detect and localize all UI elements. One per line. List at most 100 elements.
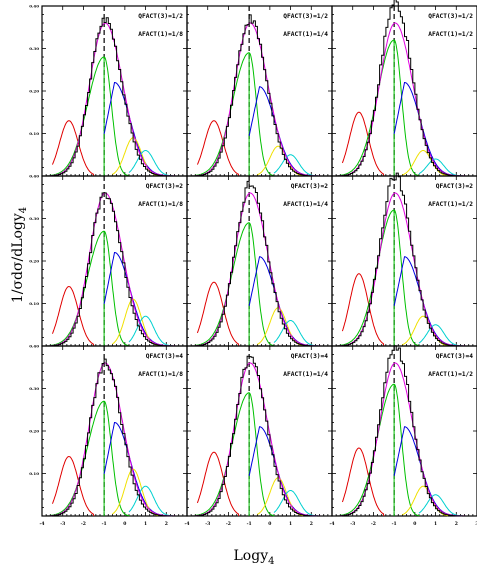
blue-component-curve [393, 426, 460, 517]
afact-annotation: AFACT(1)=1/8 [138, 201, 183, 208]
blue-component-curve [393, 256, 460, 347]
total-histogram [191, 14, 324, 177]
green-component-curve [50, 400, 130, 517]
green-component-curve [340, 383, 420, 517]
total-histogram [46, 192, 179, 347]
cyan-component-curve [418, 324, 463, 347]
afact-annotation: AFACT(1)=1/2 [428, 31, 473, 38]
yellow-component-curve [402, 150, 449, 177]
x-tick-label: 2 [165, 521, 168, 527]
green-component-curve [50, 56, 130, 177]
blue-component-curve [248, 426, 315, 517]
y-tick-label: 0.40 [29, 4, 39, 9]
cyan-component-curve [418, 494, 463, 517]
qfact-annotation: QFACT(3)=4 [436, 353, 474, 360]
red-component-curve [341, 273, 385, 347]
x-tick-label: 0 [413, 521, 416, 527]
afact-annotation: AFACT(1)=1/8 [138, 31, 183, 38]
afact-annotation: AFACT(1)=1/4 [283, 371, 328, 378]
total-histogram [191, 180, 324, 347]
red-component-curve [196, 281, 240, 347]
y-tick-label: 0.10 [29, 471, 39, 476]
panel-0-1: QFACT(3)=1/2 AFACT(1)=1/4 [186, 5, 333, 177]
red-component-curve [341, 447, 385, 517]
blue-component-curve [248, 256, 315, 347]
panels-group: 0.10 0.20 0.30 0.40 QFACT(3)=1/2 AFACT(1)=1/8… [29, 0, 477, 527]
x-tick-label: 3 [475, 521, 477, 527]
reference-curve [195, 22, 324, 177]
reference-curve [195, 192, 324, 347]
green-component-curve [195, 222, 275, 347]
y-tick-label: 0.20 [29, 429, 39, 434]
y-tick-label: 0.20 [29, 89, 39, 94]
qfact-annotation: QFACT(3)=2 [146, 183, 184, 190]
red-component-curve [196, 451, 240, 517]
total-histogram [191, 355, 324, 517]
afact-annotation: AFACT(1)=1/4 [283, 201, 328, 208]
qfact-annotation: QFACT(3)=1/2 [138, 13, 183, 20]
green-component-curve [50, 230, 130, 347]
panel-0-0: 0.10 0.20 0.30 0.40 QFACT(3)=1/2 AFACT(1)=1/8 [29, 4, 188, 177]
afact-annotation: AFACT(1)=1/8 [138, 371, 183, 378]
x-tick-label: -1 [102, 521, 107, 527]
red-component-curve [51, 455, 95, 517]
total-histogram [336, 345, 469, 517]
x-tick-label: 0 [268, 521, 271, 527]
x-axis-label: Logy4 [234, 548, 275, 567]
panel-0-2: QFACT(3)=1/2 AFACT(1)=1/2 [331, 0, 477, 177]
y-axis-label: 1/σdσ/dLogy4 [10, 207, 29, 303]
cyan-component-curve [418, 158, 463, 177]
panel-1-0: 0.10 0.20 0.30 0.40 QFACT(3)=2 AFACT(1)=1/8 [29, 174, 188, 347]
qfact-annotation: QFACT(3)=4 [146, 353, 184, 360]
afact-annotation: AFACT(1)=1/4 [283, 31, 328, 38]
y-tick-label: 0.30 [29, 46, 39, 51]
green-component-curve [340, 209, 420, 347]
green-component-curve [340, 39, 420, 177]
red-component-curve [341, 111, 385, 177]
y-tick-label: 0.10 [29, 131, 39, 136]
x-tick-label: -1 [392, 521, 397, 527]
qfact-annotation: QFACT(3)=1/2 [283, 13, 328, 20]
cyan-component-curve [128, 485, 173, 517]
y-tick-label: 0.10 [29, 301, 39, 306]
red-component-curve [51, 120, 95, 177]
green-component-curve [195, 392, 275, 517]
cyan-component-curve [128, 150, 173, 177]
reference-curve [340, 362, 469, 517]
total-histogram [336, 0, 469, 177]
blue-component-curve [393, 82, 460, 177]
x-tick-label: -4 [40, 521, 45, 527]
y-tick-label: 0.40 [29, 174, 39, 179]
x-tick-label: -4 [330, 521, 335, 527]
blue-component-curve [248, 86, 315, 177]
x-tick-label: 1 [144, 521, 147, 527]
x-tick-label: -3 [350, 521, 355, 527]
panel-1-2: QFACT(3)=2 AFACT(1)=1/2 [331, 172, 477, 347]
reference-curve [340, 22, 469, 177]
cyan-component-curve [128, 315, 173, 347]
x-tick-label: -4 [185, 521, 190, 527]
cyan-component-curve [273, 320, 318, 347]
total-histogram [336, 172, 469, 347]
x-tick-label: 1 [434, 521, 437, 527]
total-histogram [46, 358, 179, 517]
total-histogram [46, 17, 179, 177]
x-tick-label: -2 [371, 521, 376, 527]
green-component-curve [195, 52, 275, 177]
qfact-annotation: QFACT(3)=1/2 [428, 13, 473, 20]
panel-2-2: -4 -3 -2 -1 0 1 2 3 QFACT(3)=4 AFACT(1)=1/2 [330, 345, 477, 527]
x-tick-label: -2 [81, 521, 86, 527]
y-tick-label: 0.30 [29, 216, 39, 221]
x-tick-label: -1 [247, 521, 252, 527]
panel-1-1: QFACT(3)=2 AFACT(1)=1/4 [186, 175, 333, 347]
y-tick-label: 0.30 [29, 386, 39, 391]
cyan-component-curve [273, 490, 318, 517]
qfact-annotation: QFACT(3)=2 [291, 183, 329, 190]
x-tick-label: 2 [455, 521, 458, 527]
x-tick-label: -3 [60, 521, 65, 527]
red-component-curve [196, 120, 240, 177]
qfact-annotation: QFACT(3)=2 [436, 183, 474, 190]
y-tick-label: 0.20 [29, 259, 39, 264]
x-tick-label: 0 [123, 521, 126, 527]
x-tick-label: 2 [310, 521, 313, 527]
